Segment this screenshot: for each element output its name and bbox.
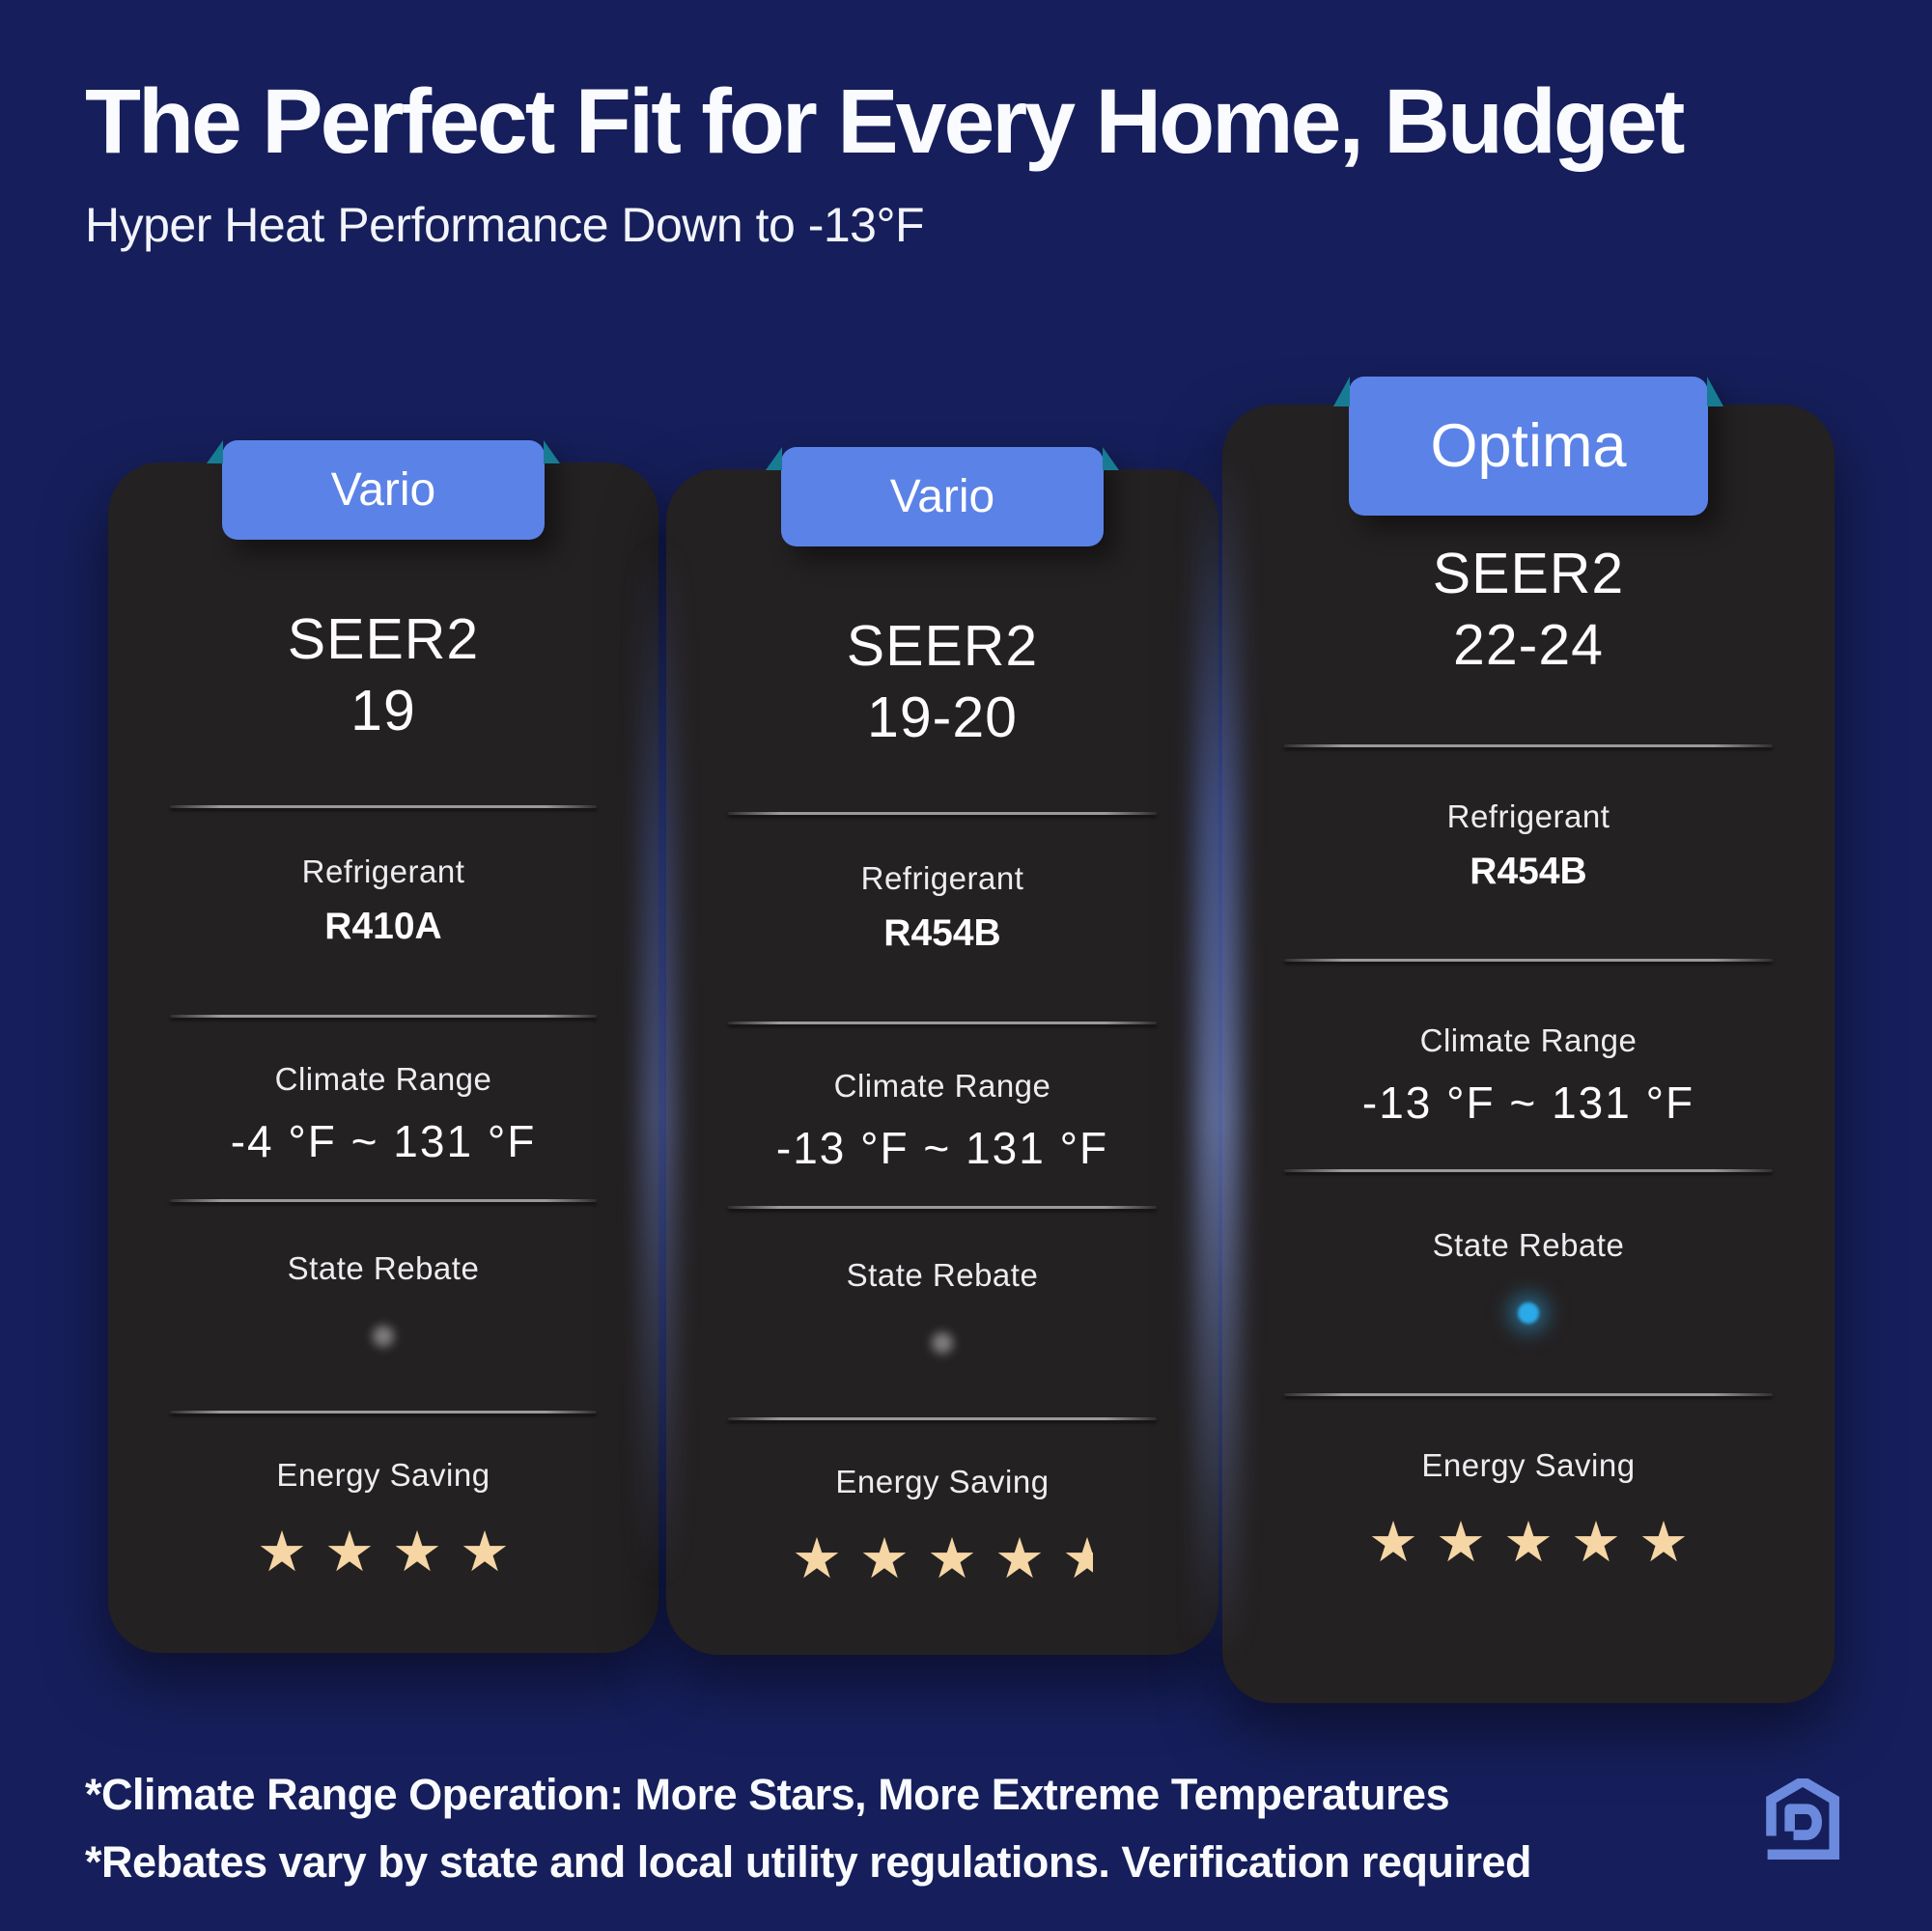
section-divider: [728, 1021, 1157, 1024]
seer-label: SEER2: [846, 614, 1039, 678]
refrigerant-section: Refrigerant R454B: [1222, 798, 1834, 893]
refrigerant-value: R454B: [1470, 851, 1587, 892]
seer-rating: SEER2 19-20: [666, 610, 1218, 754]
state-rebate-section: State Rebate: [108, 1250, 658, 1347]
star-icon: ★: [927, 1527, 978, 1590]
brand-logo-icon: [1766, 1778, 1840, 1860]
ribbon-badge: Vario: [766, 447, 1119, 546]
state-rebate-label: State Rebate: [1432, 1227, 1625, 1263]
page-subtitle: Hyper Heat Performance Down to -13°F: [85, 198, 925, 252]
section-divider: [170, 1015, 597, 1018]
refrigerant-label: Refrigerant: [301, 854, 465, 889]
section-divider: [728, 1206, 1157, 1209]
energy-saving-label: Energy Saving: [276, 1457, 490, 1493]
star-icon: ★: [1503, 1511, 1554, 1574]
section-divider: [1284, 1393, 1773, 1396]
badge-label: Vario: [330, 464, 436, 516]
product-card-optima: Optima SEER2 22-24 Refrigerant R454B Cli…: [1222, 377, 1834, 1703]
section-divider: [728, 812, 1157, 815]
star-icon: ★: [859, 1527, 910, 1590]
badge-label: Optima: [1430, 412, 1627, 480]
star-icon: ★: [257, 1521, 307, 1583]
climate-range-section: Climate Range -4 °F ~ 131 °F: [108, 1061, 658, 1167]
seer-label: SEER2: [1432, 542, 1625, 605]
rebate-indicator-dot: [1518, 1302, 1539, 1324]
energy-saving-label: Energy Saving: [1421, 1447, 1636, 1483]
footnote-rebates: *Rebates vary by state and local utility…: [85, 1837, 1531, 1888]
ribbon-fold-right-icon: [1707, 377, 1723, 406]
state-rebate-section: State Rebate: [1222, 1227, 1834, 1324]
star-icon: ★: [994, 1527, 1046, 1590]
footnotes: *Climate Range Operation: More Stars, Mo…: [85, 1761, 1531, 1896]
star-icon: ★: [324, 1521, 375, 1583]
ribbon-fold-right-icon: [1103, 447, 1119, 470]
energy-saving-section: Energy Saving ★ ★ ★ ★ ★: [1222, 1447, 1834, 1576]
climate-range-label: Climate Range: [1419, 1022, 1638, 1058]
climate-range-section: Climate Range -13 °F ~ 131 °F: [666, 1068, 1218, 1174]
climate-range-label: Climate Range: [274, 1061, 492, 1097]
product-card-vario-2: Vario SEER2 19-20 Refrigerant R454B Clim…: [666, 447, 1218, 1655]
seer-value: 19: [350, 679, 416, 743]
climate-range-section: Climate Range -13 °F ~ 131 °F: [1222, 1022, 1834, 1129]
seer-rating: SEER2 19: [108, 603, 658, 747]
state-rebate-section: State Rebate: [666, 1257, 1218, 1354]
refrigerant-value: R410A: [324, 906, 442, 947]
climate-range-label: Climate Range: [833, 1068, 1051, 1104]
half-star-icon: ★: [1062, 1527, 1093, 1590]
star-icon: ★: [392, 1521, 442, 1583]
seer-value: 19-20: [867, 686, 1018, 750]
seer-value: 22-24: [1453, 613, 1604, 678]
refrigerant-section: Refrigerant R454B: [666, 860, 1218, 955]
ribbon-fold-left-icon: [207, 440, 223, 463]
climate-range-value: -4 °F ~ 131 °F: [230, 1116, 537, 1166]
star-rating: ★ ★ ★ ★ ★: [1222, 1511, 1834, 1576]
section-divider: [170, 1411, 597, 1413]
seer-label: SEER2: [287, 607, 480, 671]
badge-label: Vario: [889, 471, 995, 522]
product-card-vario-1: Vario SEER2 19 Refrigerant R410A Climate…: [108, 440, 658, 1653]
footnote-climate: *Climate Range Operation: More Stars, Mo…: [85, 1770, 1450, 1819]
ribbon-fold-left-icon: [766, 447, 782, 470]
energy-saving-label: Energy Saving: [835, 1464, 1050, 1499]
section-divider: [1284, 959, 1773, 962]
ribbon-fold-right-icon: [544, 440, 560, 463]
star-icon: ★: [1368, 1511, 1418, 1574]
climate-range-value: -13 °F ~ 131 °F: [775, 1123, 1109, 1173]
section-divider: [170, 805, 597, 808]
star-icon: ★: [1571, 1511, 1621, 1574]
rebate-indicator-dot: [373, 1326, 394, 1347]
section-divider: [170, 1199, 597, 1202]
state-rebate-label: State Rebate: [846, 1257, 1039, 1293]
star-rating: ★ ★ ★ ★ ★: [666, 1527, 1218, 1592]
energy-saving-section: Energy Saving ★ ★ ★ ★ ★: [666, 1464, 1218, 1592]
page-title: The Perfect Fit for Every Home, Budget: [85, 70, 1685, 173]
refrigerant-section: Refrigerant R410A: [108, 854, 658, 948]
refrigerant-value: R454B: [883, 912, 1001, 954]
refrigerant-label: Refrigerant: [860, 860, 1024, 896]
seer-rating: SEER2 22-24: [1222, 538, 1834, 682]
star-icon: ★: [1436, 1511, 1486, 1574]
state-rebate-label: State Rebate: [287, 1250, 480, 1286]
ribbon-fold-left-icon: [1333, 377, 1350, 406]
climate-range-value: -13 °F ~ 131 °F: [1361, 1077, 1695, 1128]
star-icon: ★: [792, 1527, 843, 1590]
refrigerant-label: Refrigerant: [1446, 798, 1610, 834]
ribbon-badge: Optima: [1333, 377, 1723, 516]
star-icon: ★: [1638, 1511, 1689, 1574]
rebate-indicator-dot: [932, 1332, 953, 1354]
section-divider: [1284, 1169, 1773, 1172]
energy-saving-section: Energy Saving ★ ★ ★ ★: [108, 1457, 658, 1585]
ribbon-badge: Vario: [207, 440, 560, 540]
section-divider: [728, 1417, 1157, 1420]
section-divider: [1284, 744, 1773, 747]
star-icon: ★: [460, 1521, 510, 1583]
star-rating: ★ ★ ★ ★: [108, 1521, 658, 1585]
